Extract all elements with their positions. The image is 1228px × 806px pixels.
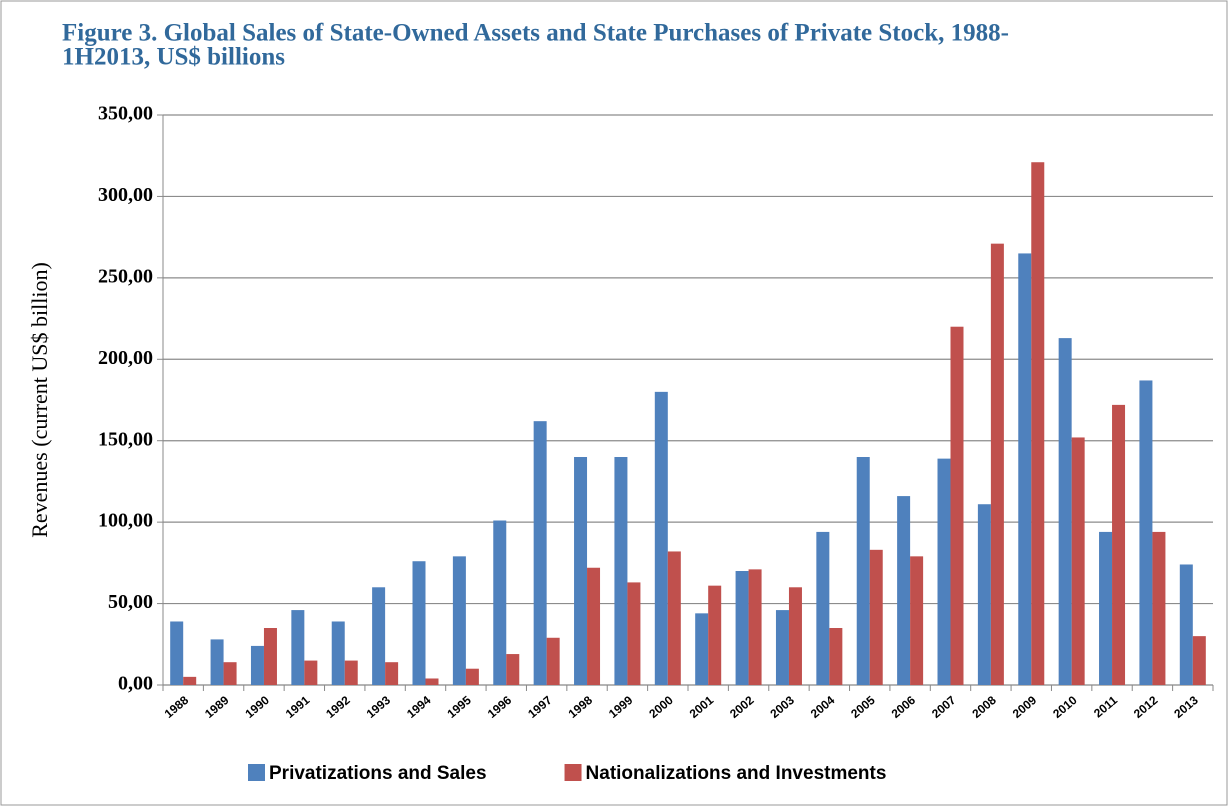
bar: [183, 676, 197, 685]
bar: [1192, 636, 1206, 685]
x-tick-label: 2007: [929, 693, 959, 721]
bar: [735, 571, 749, 685]
x-tick-label: 2011: [1091, 693, 1120, 721]
bar: [695, 613, 709, 685]
bar: [1058, 338, 1072, 685]
x-tick-label: 1995: [444, 693, 474, 721]
bar: [210, 639, 224, 685]
x-tick-label: 2013: [1171, 693, 1201, 721]
bar: [1099, 531, 1113, 685]
bar: [223, 662, 237, 685]
bar: [1071, 437, 1085, 685]
y-tick-label: 0,00: [118, 673, 153, 695]
bar: [654, 391, 668, 685]
bar: [465, 668, 479, 685]
y-tick-label: 200,00: [98, 347, 153, 369]
bar: [788, 587, 802, 685]
bar: [533, 421, 547, 685]
bar: [829, 628, 843, 685]
y-tick-label: 150,00: [98, 428, 153, 450]
bar: [1179, 564, 1193, 685]
x-tick-label: 2001: [687, 693, 717, 721]
bar: [372, 587, 386, 685]
chart-title: Figure 3. Global Sales of State-Owned As…: [62, 20, 1009, 47]
bar: [1018, 253, 1032, 685]
x-tick-label: 1990: [242, 693, 272, 721]
bar: [816, 531, 830, 685]
bar: [587, 567, 601, 685]
bar: [627, 582, 641, 685]
y-tick-label: 100,00: [98, 510, 153, 532]
y-tick-label: 300,00: [98, 184, 153, 206]
legend-label: Nationalizations and Investments: [586, 763, 887, 784]
bar: [425, 678, 439, 685]
x-tick-label: 1989: [202, 693, 232, 721]
bar: [506, 654, 520, 685]
bar: [950, 326, 964, 685]
x-tick-label: 2002: [727, 693, 757, 721]
x-tick-label: 1994: [404, 693, 434, 721]
bar: [667, 551, 681, 685]
x-tick-label: 2003: [767, 693, 797, 721]
x-tick-label: 1999: [606, 693, 636, 721]
x-tick-label: 2000: [646, 693, 676, 721]
bar: [412, 561, 426, 685]
bar: [708, 585, 722, 685]
bar: [452, 556, 466, 685]
bar: [291, 610, 305, 685]
x-tick-label: 2005: [848, 693, 878, 721]
x-tick-label: 1992: [323, 693, 353, 721]
bar: [493, 520, 507, 685]
y-tick-label: 350,00: [98, 103, 153, 125]
bar: [344, 660, 358, 685]
bar: [614, 457, 628, 685]
bar: [990, 243, 1004, 685]
bar: [937, 458, 951, 685]
bar: [546, 637, 560, 685]
bar: [250, 645, 264, 685]
bar: [897, 496, 911, 685]
x-tick-label: 2010: [1050, 693, 1080, 721]
bar: [385, 662, 399, 685]
legend-swatch: [564, 764, 582, 781]
y-tick-label: 250,00: [98, 265, 153, 287]
bar: [1031, 162, 1045, 685]
y-tick-label: 50,00: [108, 591, 153, 613]
x-tick-label: 2012: [1131, 693, 1161, 721]
x-tick-label: 1991: [283, 693, 313, 721]
bar: [1139, 380, 1153, 685]
x-tick-label: 2004: [808, 693, 838, 721]
x-tick-label: 2009: [1010, 693, 1040, 721]
bar: [170, 621, 184, 685]
x-tick-label: 2008: [969, 693, 999, 721]
bar: [748, 569, 762, 685]
legend-label: Privatizations and Sales: [269, 763, 487, 784]
bar: [1112, 404, 1126, 685]
bar: [263, 628, 277, 685]
bar: [869, 549, 883, 685]
bar: [304, 660, 318, 685]
bar: [910, 556, 924, 685]
x-tick-label: 1997: [525, 693, 555, 721]
bar: [977, 504, 991, 685]
chart-title: 1H2013, US$ billions: [62, 44, 285, 71]
x-tick-label: 1988: [162, 693, 192, 721]
bar: [856, 457, 870, 685]
legend-swatch: [248, 764, 265, 781]
x-tick-label: 1993: [364, 693, 394, 721]
x-tick-label: 1998: [566, 693, 596, 721]
bar: [1152, 531, 1166, 685]
bar: [775, 610, 789, 685]
y-axis-label: Revenues (current US$ billion): [27, 262, 52, 538]
bar: [331, 621, 345, 685]
x-tick-label: 2006: [889, 693, 919, 721]
bar: [574, 457, 588, 685]
x-tick-label: 1996: [485, 693, 515, 721]
